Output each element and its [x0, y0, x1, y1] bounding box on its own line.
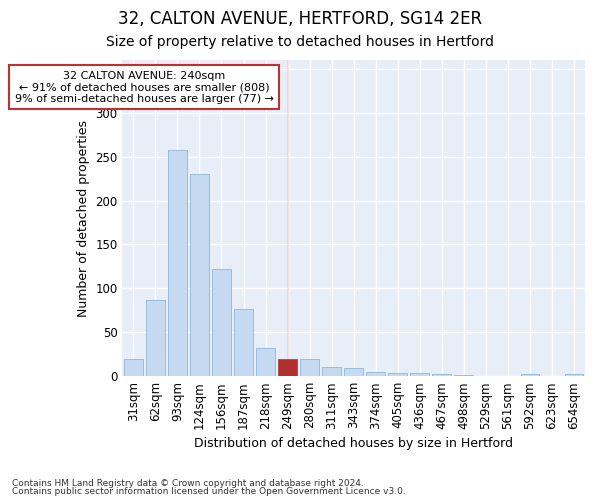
- Bar: [168, 150, 187, 376]
- Bar: [388, 372, 407, 376]
- Bar: [190, 174, 209, 376]
- Bar: [433, 374, 451, 376]
- Text: 32 CALTON AVENUE: 240sqm
← 91% of detached houses are smaller (808)
9% of semi-d: 32 CALTON AVENUE: 240sqm ← 91% of detach…: [15, 70, 274, 104]
- Bar: [521, 374, 539, 376]
- X-axis label: Distribution of detached houses by size in Hertford: Distribution of detached houses by size …: [194, 437, 513, 450]
- Bar: [212, 269, 231, 376]
- Bar: [278, 360, 297, 376]
- Bar: [344, 368, 363, 376]
- Bar: [300, 358, 319, 376]
- Bar: [410, 372, 429, 376]
- Text: Contains HM Land Registry data © Crown copyright and database right 2024.: Contains HM Land Registry data © Crown c…: [12, 478, 364, 488]
- Bar: [256, 348, 275, 376]
- Bar: [367, 372, 385, 376]
- Text: Contains public sector information licensed under the Open Government Licence v3: Contains public sector information licen…: [12, 487, 406, 496]
- Bar: [565, 374, 583, 376]
- Y-axis label: Number of detached properties: Number of detached properties: [77, 120, 89, 316]
- Text: 32, CALTON AVENUE, HERTFORD, SG14 2ER: 32, CALTON AVENUE, HERTFORD, SG14 2ER: [118, 10, 482, 28]
- Text: Size of property relative to detached houses in Hertford: Size of property relative to detached ho…: [106, 35, 494, 49]
- Bar: [234, 308, 253, 376]
- Bar: [124, 360, 143, 376]
- Bar: [146, 300, 165, 376]
- Bar: [322, 366, 341, 376]
